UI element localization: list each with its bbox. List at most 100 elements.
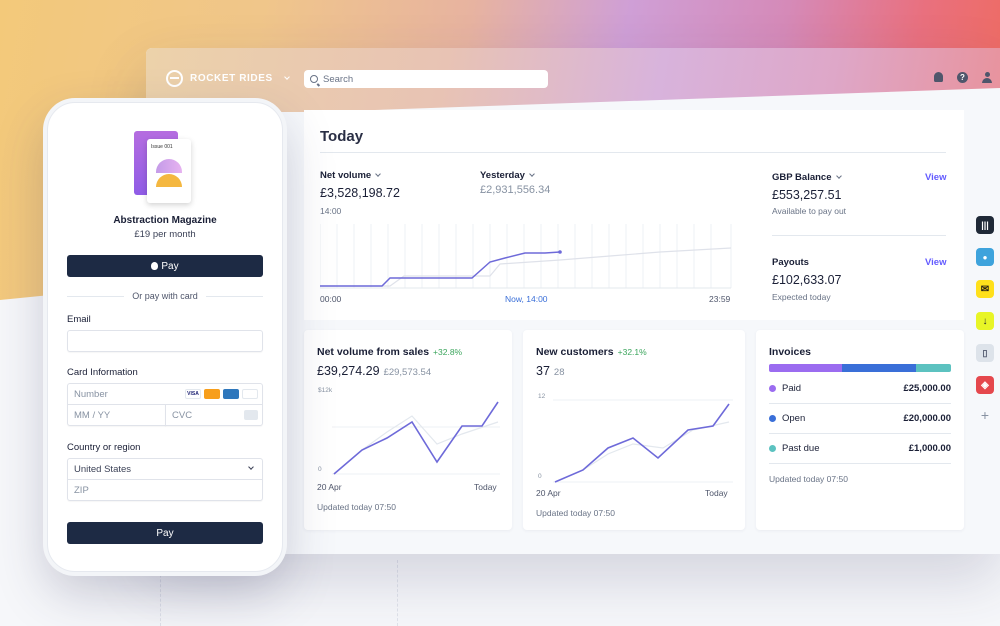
yesterday-series-line (320, 247, 732, 287)
payouts-label: Payouts (772, 257, 809, 268)
mailchimp-app-icon[interactable]: ✉ (976, 280, 994, 298)
card-value: 37 (536, 364, 550, 378)
updated-timestamp: Updated today 07:50 (769, 474, 848, 484)
cvc-field[interactable]: CVC (165, 404, 263, 426)
country-label: Country or region (67, 442, 141, 453)
x-label-start: 00:00 (320, 294, 342, 304)
chevron-down-icon (529, 171, 535, 177)
discover-icon (242, 389, 258, 399)
payouts-value: £102,633.07 (772, 273, 842, 287)
yesterday-selector[interactable]: Yesterday (480, 170, 535, 181)
current-period-line (554, 403, 730, 483)
invoice-row-paid[interactable]: Paid £25,000.00 (769, 374, 951, 404)
search-input[interactable]: Search (304, 70, 548, 88)
product-name: Abstraction Magazine (113, 215, 217, 226)
gbp-balance-selector[interactable]: GBP Balance (772, 172, 842, 183)
checkout-phone: Issue 001 Abstraction Magazine £19 per m… (47, 102, 283, 572)
or-divider: Or pay with card (67, 291, 263, 301)
invoices-card[interactable]: Invoices Paid £25,000.00 Open £20,000.00… (756, 330, 964, 530)
compass-app-icon[interactable]: ◈ (976, 376, 994, 394)
header-actions: ? (934, 72, 992, 83)
new-customers-chart (553, 399, 733, 483)
today-series-line (320, 251, 561, 287)
download-app-icon[interactable]: ↓ (976, 312, 994, 330)
gbp-balance-value: £553,257.51 (772, 188, 842, 202)
visa-icon: VISA (185, 389, 201, 399)
y-axis-bottom: 0 (538, 473, 542, 480)
y-axis-top: $12k (318, 387, 333, 394)
y-axis-top: 12 (538, 393, 546, 400)
net-volume-selector[interactable]: Net volume (320, 170, 382, 181)
search-icon (310, 75, 318, 83)
card-brand-logos: VISA (185, 389, 258, 399)
brand-name: ROCKET RIDES (190, 73, 273, 84)
past-due-dot-icon (769, 445, 776, 452)
email-label: Email (67, 314, 91, 325)
expiry-field[interactable]: MM / YY (67, 404, 166, 426)
card-title: Net volume from sales (317, 346, 430, 358)
help-icon[interactable]: ? (957, 72, 968, 83)
invoice-status-label: Paid (782, 383, 802, 394)
country-select[interactable]: United States (67, 458, 263, 480)
past-due-segment (915, 364, 951, 372)
previous-period-line (554, 421, 730, 483)
chart-grid (320, 224, 732, 289)
payouts-sub: Expected today (772, 292, 831, 302)
device-app-icon[interactable]: ▯ (976, 344, 994, 362)
card-value: £39,274.29 (317, 364, 380, 378)
previous-period-line (333, 415, 499, 475)
invoice-row-open[interactable]: Open £20,000.00 (769, 404, 951, 434)
magazine-cover: Issue 001 (147, 139, 191, 203)
apple-pay-button[interactable]: Pay (67, 255, 263, 277)
invoice-status-label: Past due (782, 443, 820, 454)
dashboard-window: ROCKET RIDES Search ? Today Net volume £… (146, 48, 1000, 554)
paid-dot-icon (769, 385, 776, 392)
chat-app-icon[interactable]: ● (976, 248, 994, 266)
current-period-line (333, 401, 499, 475)
card-title: New customers (536, 346, 614, 358)
pay-button[interactable]: Pay (67, 522, 263, 544)
rocket-rides-logo-icon (166, 70, 183, 87)
account-switcher[interactable]: ROCKET RIDES (166, 70, 290, 87)
delta-badge: +32.8% (433, 347, 463, 357)
gbp-balance-view-link[interactable]: View (925, 172, 947, 183)
intercom-app-icon[interactable]: ||| (976, 216, 994, 234)
open-segment (842, 364, 916, 372)
card-title: Invoices (769, 346, 812, 358)
invoice-row-past-due[interactable]: Past due £1,000.00 (769, 434, 951, 464)
new-customers-card[interactable]: New customers +32.1% 37 28 12 0 20 Apr Tod… (523, 330, 745, 530)
email-field[interactable] (67, 330, 263, 352)
net-volume-sales-card[interactable]: Net volume from sales +32.8% £39,274.29 £2… (304, 330, 512, 530)
x-label-end: Today (474, 482, 497, 492)
search-placeholder: Search (323, 73, 354, 85)
guide-line (397, 560, 398, 626)
invoice-status-bar (769, 364, 951, 372)
card-info-label: Card Information (67, 367, 138, 378)
card-number-field[interactable]: Number VISA (67, 383, 263, 405)
user-icon[interactable] (982, 72, 992, 83)
payouts-view-link[interactable]: View (925, 257, 947, 268)
x-label-end: 23:59 (709, 294, 731, 304)
net-sales-chart (332, 401, 500, 475)
mastercard-icon (204, 389, 220, 399)
invoice-status-label: Open (782, 413, 806, 424)
app-sidebar: ||| ● ✉ ↓ ▯ ◈ + (976, 216, 994, 422)
apple-icon (151, 262, 159, 270)
guide-line (160, 560, 161, 626)
gbp-balance-sub: Available to pay out (772, 206, 847, 216)
y-axis-bottom: 0 (318, 466, 322, 473)
open-dot-icon (769, 415, 776, 422)
invoice-amount: £20,000.00 (903, 413, 951, 424)
add-app-icon[interactable]: + (980, 407, 990, 423)
chevron-down-icon (835, 173, 842, 179)
zip-field[interactable]: ZIP (67, 479, 263, 501)
invoice-amount: £1,000.00 (908, 443, 951, 454)
page-title: Today (320, 128, 364, 145)
now-point (558, 250, 562, 254)
invoice-amount: £25,000.00 (903, 383, 951, 394)
bell-icon[interactable] (934, 72, 943, 82)
yesterday-value: £2,931,556.34 (480, 184, 551, 196)
cvc-card-icon (244, 410, 258, 420)
today-panel: Today Net volume £3,528,198.72 14:00 Yes… (304, 110, 964, 320)
amex-icon (223, 389, 239, 399)
